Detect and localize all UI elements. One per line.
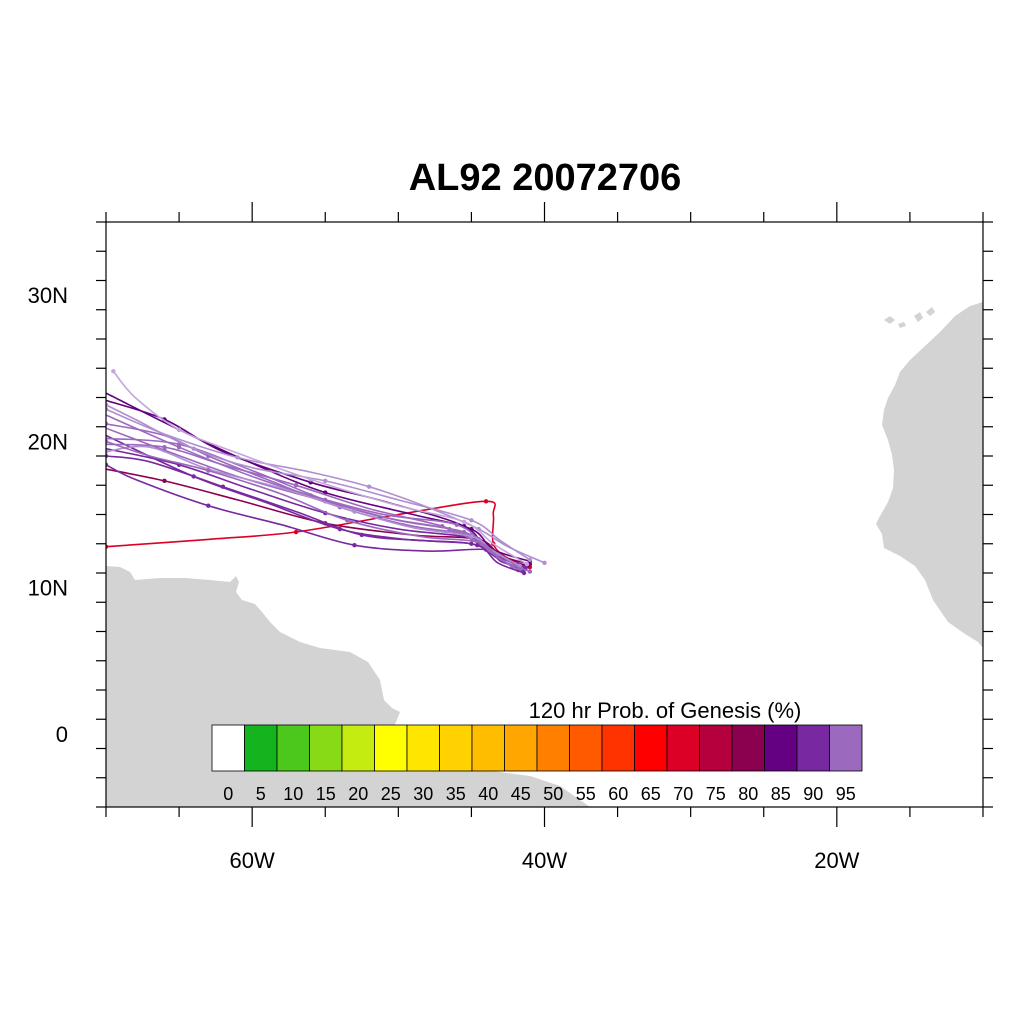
lat-label-30n: 30N [28,283,68,308]
colorbar-swatch [439,724,473,772]
colorbar-swatch [276,724,310,772]
colorbar-label: 30 [413,784,433,804]
track-point [454,522,459,527]
track-point [461,519,467,525]
colorbar-swatch [211,724,245,772]
canary-island-4 [926,307,935,316]
colorbar-swatches [211,724,863,772]
colorbar-swatch [406,724,440,772]
colorbar-swatch [374,724,408,772]
track-point [366,484,372,489]
longitude-labels: 60W 40W 20W [230,848,860,873]
colorbar-swatch [731,724,765,772]
colorbar-label: 80 [738,784,758,804]
map-panel: 60W 40W 20W 30N 20N 10N 0 [28,202,993,873]
colorbar-label: 85 [771,784,791,804]
chart-title: AL92 20072706 [409,157,682,199]
axis-ticks [96,202,993,827]
colorbar-swatch [796,724,830,772]
colorbar-labels: 0 5 10 15 20 25 30 35 40 45 50 55 60 65 70 75 80 85 90 95 [223,784,856,804]
colorbar-swatch [309,724,343,772]
track-point [323,478,328,484]
colorbar-label: 55 [576,784,596,804]
track-point [469,518,474,523]
track-point [162,478,167,484]
colorbar-label: 5 [256,784,266,804]
colorbar-label: 95 [836,784,856,804]
colorbar-label: 10 [283,784,303,804]
colorbar-legend: 120 hr Prob. of Genesis (%) 0 5 10 15 20 25 30… [211,698,863,804]
colorbar-swatch [699,724,733,772]
track-point [524,562,530,567]
track-point [176,427,182,432]
lon-label-20w: 20W [814,848,859,873]
track-point [344,518,350,523]
colorbar-swatch [244,724,278,772]
colorbar-label: 35 [446,784,466,804]
colorbar-label: 25 [381,784,401,804]
colorbar-swatch [536,724,570,772]
track-point [293,483,299,488]
colorbar-label: 65 [641,784,661,804]
colorbar-label: 75 [706,784,726,804]
track-point [352,509,357,514]
storm-tracks [106,368,547,576]
track-point [206,503,211,508]
colorbar-label: 70 [673,784,693,804]
track-point [542,560,547,565]
track-point [527,557,533,563]
colorbar-label: 40 [478,784,498,804]
track-point [483,499,489,504]
lon-label-40w: 40W [522,848,567,873]
track-point [220,484,226,489]
lat-label-equator: 0 [56,722,68,747]
track-point [111,368,116,374]
colorbar-label: 50 [543,784,563,804]
track-point [475,543,480,548]
colorbar-swatch [666,724,700,772]
canary-island-2 [898,322,906,328]
track-point [235,455,240,460]
track-point [206,468,211,473]
colorbar-label: 0 [223,784,233,804]
track-point [527,569,533,574]
colorbar-label: 15 [316,784,336,804]
track-point [469,534,474,539]
colorbar-label: 45 [511,784,531,804]
lon-label-60w: 60W [230,848,275,873]
colorbar-swatch [601,724,635,772]
colorbar-label: 60 [608,784,628,804]
track-point [162,445,167,450]
colorbar-swatch [504,724,538,772]
colorbar-swatch [764,724,798,772]
canary-island-3 [914,312,923,322]
track-point [352,543,357,548]
colorbar-swatch [829,724,863,772]
canary-island-1 [884,316,895,324]
lat-label-20n: 20N [28,429,68,454]
colorbar-label: 90 [803,784,823,804]
track-point [191,446,196,451]
colorbar-swatch [341,724,375,772]
colorbar-title: 120 hr Prob. of Genesis (%) [529,698,802,723]
colorbar-swatch [471,724,505,772]
track-point [308,477,313,482]
track-point [439,524,445,529]
latitude-labels: 30N 20N 10N 0 [28,283,68,747]
track-point [521,570,527,576]
colorbar-label: 20 [348,784,368,804]
africa-landmass [876,302,983,648]
colorbar-swatch [634,724,668,772]
track-point [293,529,299,535]
lat-label-10n: 10N [28,576,68,601]
colorbar-swatch [569,724,603,772]
track-point [359,532,364,538]
